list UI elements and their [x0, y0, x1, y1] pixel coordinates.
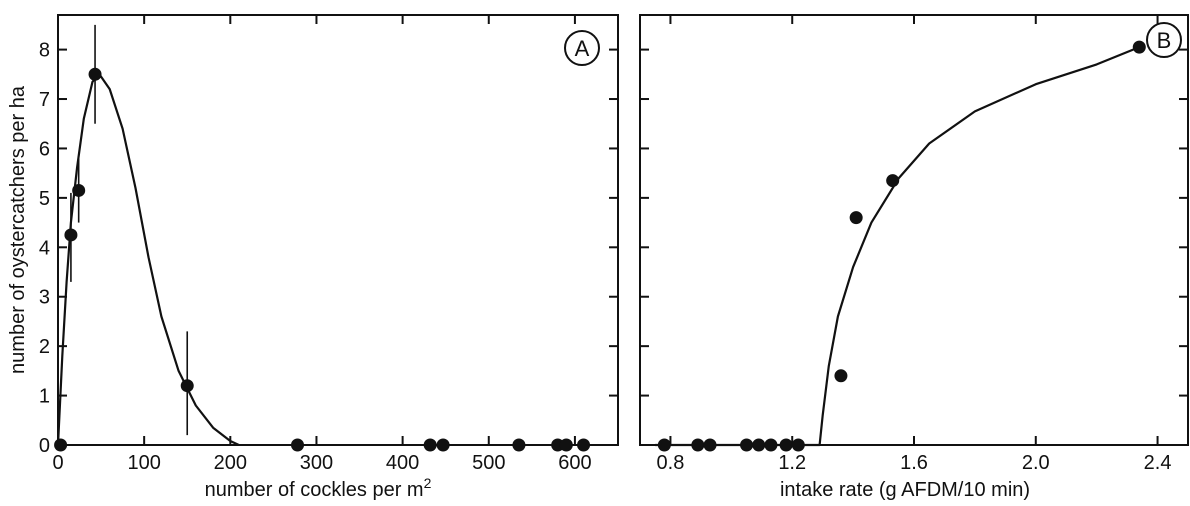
panel-a-data-point [512, 438, 526, 452]
panel-a-y-tick-label: 4 [39, 237, 50, 259]
panel-a-x-tick-label: 0 [52, 452, 63, 474]
panel-b-x-tick-label: 1.6 [900, 452, 928, 474]
panel-a-data-point [72, 183, 86, 197]
panel-a-label: A [575, 36, 590, 61]
panel-a-axes: 0 100 200 300 400 500 600 0 1 2 3 4 5 6 7 8 [39, 15, 618, 474]
panel-a-fitted-curve [56, 73, 240, 446]
panel-a-data-point [64, 228, 78, 242]
panel-b-data-point [1132, 40, 1146, 54]
panel-a-y-tick-label: 7 [39, 89, 50, 111]
panel-b-curve-group [655, 46, 1140, 447]
panel-b-points [657, 40, 1146, 452]
panel-a-points [54, 24, 591, 452]
panel-a-x-tick-label: 500 [472, 452, 505, 474]
panel-a-data-point [54, 438, 68, 452]
panel-a-data-point [577, 438, 591, 452]
panel-a-data-point [180, 379, 194, 393]
panel-b-data-point [834, 369, 848, 383]
panel-b-data-point [791, 438, 805, 452]
panel-a-frame [57, 14, 619, 446]
panel-a-label-circle [564, 30, 600, 66]
panel-a-y-tick-label: 3 [39, 287, 50, 309]
panel-a-x-tick-label: 600 [558, 452, 591, 474]
panel-b-data-point [740, 438, 754, 452]
panel-b-data-point [764, 438, 778, 452]
panel-a-y-tick-label: 1 [39, 386, 50, 408]
panel-a-y-tick-label: 5 [39, 188, 50, 210]
panel-a-x-tick-label: 300 [300, 452, 333, 474]
panel-b-label: B [1157, 28, 1172, 53]
panel-b-data-point [886, 174, 900, 188]
panel-a-data-point [423, 438, 437, 452]
panel-b-x-axis-label: intake rate (g AFDM/10 min) [780, 479, 1030, 501]
panel-b-fitted-curve [655, 46, 1140, 447]
panel-a-data-point [436, 438, 450, 452]
panel-b-x-tick-label: 2.0 [1022, 452, 1050, 474]
panel-b-data-point [752, 438, 766, 452]
panel-a-curve-group [56, 73, 240, 446]
panel-a-x-tick-label: 100 [127, 452, 160, 474]
panel-b-data-point [779, 438, 793, 452]
panel-a-x-axis-label: number of cockles per m2 [205, 475, 432, 501]
panel-a-data-point [88, 67, 102, 81]
panel-a-y-tick-label: 0 [39, 435, 50, 457]
panel-a-data-point [559, 438, 573, 452]
panel-b-x-tick-label: 2.4 [1144, 452, 1172, 474]
panel-a-y-tick-label: 8 [39, 40, 50, 62]
panel-b-data-point [691, 438, 705, 452]
panel-b-x-tick-label: 0.8 [657, 452, 685, 474]
panel-b-data-point [703, 438, 717, 452]
panel-b-label-circle [1146, 22, 1182, 58]
panel-b-frame [639, 14, 1189, 446]
panel-b-x-tick-label: 1.2 [778, 452, 806, 474]
panel-b-data-point [849, 211, 863, 225]
y-axis-label: number of oystercatchers per ha [7, 85, 29, 374]
panel-b-axes: 0.8 1.2 1.6 2.0 2.4 [640, 15, 1188, 474]
panel-b: B 0.8 1.2 1.6 2.0 2.4 intake rate (g AFDM/10… [639, 14, 1189, 501]
panel-a-y-tick-label: 6 [39, 138, 50, 160]
panel-a-x-tick-label: 200 [214, 452, 247, 474]
panel-a-x-tick-label: 400 [386, 452, 419, 474]
panel-a-data-point [291, 438, 305, 452]
panel-b-data-point [657, 438, 671, 452]
panel-a-y-tick-label: 2 [39, 336, 50, 358]
panel-a: A 0 100 200 300 400 500 600 0 1 2 3 4 5 6 7 8 number of… [39, 14, 619, 501]
